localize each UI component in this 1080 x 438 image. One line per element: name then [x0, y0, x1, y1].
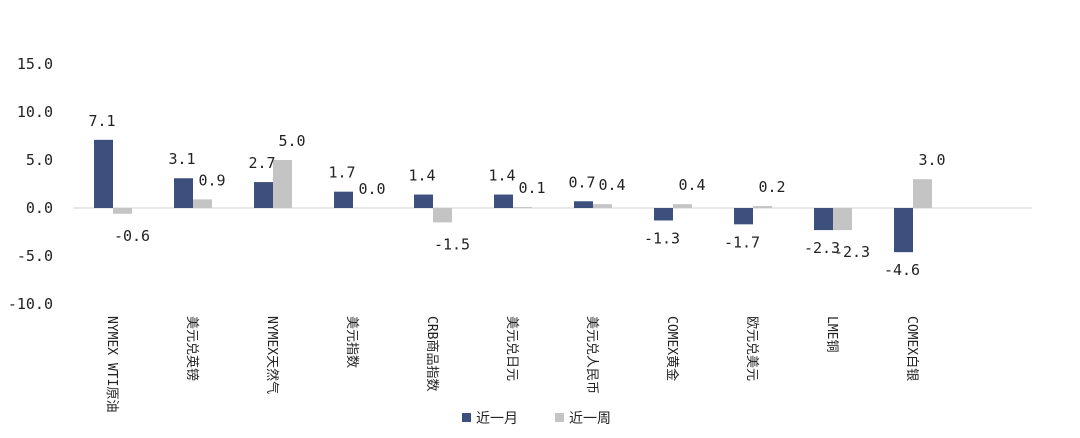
bars-group	[94, 139, 932, 253]
data-label-series-2: 0.4	[678, 176, 705, 194]
legend-swatch-series-2	[555, 413, 564, 422]
y-tick-label: 10.0	[17, 103, 53, 121]
category-label: NYMEX天然气	[264, 316, 280, 394]
data-labels-group: 7.1-0.63.10.92.75.01.70.01.4-1.51.40.1 0.…	[88, 112, 945, 279]
category-labels-group: NYMEX WTI原油 美元兑英镑 NYMEX天然气 美元指数 CRB商品指数 美元兑日元…	[104, 316, 920, 412]
bar-series-1	[494, 194, 513, 208]
data-label-series-2: 0.4	[598, 176, 625, 194]
y-axis: 15.0 10.0 5.0 0.0 -5.0 -10.0	[8, 55, 53, 313]
legend-label-series-2: 近一周	[569, 411, 611, 427]
y-tick-label: 0.0	[26, 199, 53, 217]
data-label-series-2: 5.0	[278, 132, 305, 150]
bar-series-2	[113, 208, 132, 214]
data-label-series-2: -1.5	[434, 235, 470, 253]
data-label-series-1: 2.7	[248, 154, 275, 172]
data-label-series-1: 1.7	[328, 164, 355, 182]
category-label: 美元兑英镑	[184, 316, 200, 381]
bar-series-2	[593, 204, 612, 208]
legend-label-series-1: 近一月	[476, 411, 518, 427]
data-label-series-1: -1.3	[644, 229, 680, 247]
data-label-series-2: 0.9	[198, 171, 225, 189]
data-label-series-1: 7.1	[88, 112, 115, 130]
bar-series-1	[414, 194, 433, 208]
data-label-series-2: -2.3	[834, 243, 870, 261]
category-label: NYMEX WTI原油	[104, 316, 119, 412]
bar-series-1	[574, 201, 593, 208]
category-label: COMEX白银	[904, 316, 920, 381]
y-tick-label: -5.0	[17, 247, 53, 265]
bar-series-2	[753, 206, 772, 208]
bar-series-2	[433, 208, 452, 223]
bar-series-1	[894, 208, 913, 253]
bar-series-2	[913, 179, 932, 208]
legend-swatch-series-1	[462, 413, 471, 422]
data-label-series-1: 3.1	[168, 150, 195, 168]
category-label: 美元兑日元	[504, 316, 519, 381]
category-label: 美元指数	[344, 316, 359, 368]
bar-series-2	[833, 208, 852, 231]
legend: 近一月 近一周	[462, 411, 611, 427]
category-label: 美元兑人民币	[584, 316, 599, 394]
bar-series-2	[673, 204, 692, 208]
bar-series-1	[654, 208, 673, 221]
y-tick-label: -10.0	[8, 295, 53, 313]
y-tick-label: 5.0	[26, 151, 53, 169]
bar-series-2	[193, 199, 212, 208]
y-tick-label: 15.0	[17, 55, 53, 73]
category-label: CRB商品指数	[424, 316, 439, 391]
data-label-series-1: 1.4	[488, 167, 515, 185]
bar-series-1	[174, 178, 193, 208]
data-label-series-2: 0.2	[758, 178, 785, 196]
bar-series-1	[734, 208, 753, 225]
bar-series-1	[814, 208, 833, 231]
category-label: 欧元兑美元	[744, 316, 759, 381]
category-label: COMEX黄金	[664, 316, 680, 381]
data-label-series-2: -0.6	[114, 227, 150, 245]
bar-series-1	[334, 191, 353, 208]
data-label-series-2: 3.0	[918, 151, 945, 169]
data-label-series-1: 1.4	[408, 167, 435, 185]
data-label-series-1: -4.6	[884, 261, 920, 279]
data-label-series-2: 0.0	[358, 180, 385, 198]
category-label: LME铜	[824, 316, 839, 352]
data-label-series-1: -1.7	[724, 233, 760, 251]
bar-series-1	[254, 182, 273, 208]
data-label-series-1: 0.7	[568, 173, 595, 191]
data-label-series-1: -2.3	[804, 239, 840, 257]
bar-series-2	[513, 207, 532, 208]
bar-series-2	[273, 160, 292, 208]
bar-series-1	[94, 139, 113, 208]
data-label-series-2: 0.1	[518, 179, 545, 197]
